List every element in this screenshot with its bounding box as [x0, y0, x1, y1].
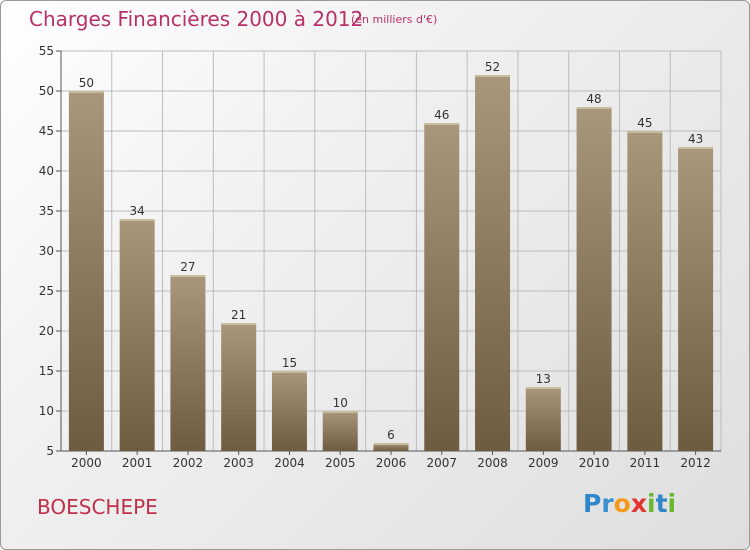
- bar: [170, 275, 206, 451]
- y-tick-label: 15: [39, 364, 54, 378]
- bar-cap: [475, 75, 511, 77]
- y-tick-label: 50: [39, 84, 54, 98]
- bar-cap: [119, 219, 155, 221]
- bar: [68, 91, 104, 451]
- data-label: 52: [485, 60, 500, 74]
- bar: [424, 123, 460, 451]
- x-tick-label: 2006: [376, 456, 407, 470]
- logo-letter: P: [583, 489, 602, 518]
- bar: [627, 131, 663, 451]
- bar: [525, 387, 561, 451]
- data-labels: 50 34 27 21 15 10 6 46 52 13 48 45 43: [79, 60, 704, 442]
- bar-cap: [424, 123, 460, 125]
- x-tick-label: 2002: [173, 456, 204, 470]
- x-tick-label: 2004: [274, 456, 305, 470]
- bars: [68, 75, 714, 451]
- data-label: 21: [231, 308, 246, 322]
- logo-letter: i: [667, 489, 677, 518]
- y-tick-label: 45: [39, 124, 54, 138]
- x-tick-label: 2009: [528, 456, 559, 470]
- chart-title: Charges Financières 2000 à 2012: [29, 7, 364, 31]
- data-label: 15: [282, 356, 297, 370]
- bar-cap: [373, 443, 409, 445]
- bar: [221, 323, 257, 451]
- data-label: 13: [536, 372, 551, 386]
- bar-cap: [170, 275, 206, 277]
- logo-letter: r: [601, 489, 614, 518]
- bar-cap: [627, 131, 663, 133]
- x-tick-label: 2003: [223, 456, 254, 470]
- y-tick-label: 30: [39, 244, 54, 258]
- data-label: 48: [586, 92, 601, 106]
- bar: [373, 443, 409, 451]
- bar: [322, 411, 358, 451]
- proxiti-logo[interactable]: Proxiti: [583, 489, 676, 518]
- data-label: 45: [637, 116, 652, 130]
- bar: [271, 371, 307, 451]
- x-tick-label: 2005: [325, 456, 356, 470]
- x-tick-label: 2007: [426, 456, 457, 470]
- y-tick-label: 10: [39, 404, 54, 418]
- bar: [678, 147, 714, 451]
- bar: [475, 75, 511, 451]
- place-name: BOESCHEPE: [37, 495, 158, 519]
- x-tick-label: 2008: [477, 456, 508, 470]
- x-tick-label: 2011: [630, 456, 661, 470]
- bar: [119, 219, 155, 451]
- gridlines: [60, 50, 722, 452]
- data-label: 6: [387, 428, 395, 442]
- data-label: 34: [130, 204, 145, 218]
- data-label: 46: [434, 108, 449, 122]
- bar-cap: [322, 411, 358, 413]
- chart-subtitle: (en milliers d'€): [351, 13, 438, 26]
- y-tick-label: 25: [39, 284, 54, 298]
- y-tick-label: 5: [46, 444, 54, 458]
- y-tick-label: 20: [39, 324, 54, 338]
- y-tick-label: 40: [39, 164, 54, 178]
- bar-cap: [678, 147, 714, 149]
- bar-cap: [68, 91, 104, 93]
- bar-cap: [271, 371, 307, 373]
- data-label: 50: [79, 76, 94, 90]
- logo-letter: x: [630, 489, 647, 518]
- bar: [576, 107, 612, 451]
- x-tick-label: 2010: [579, 456, 610, 470]
- data-label: 43: [688, 132, 703, 146]
- x-tick-label: 2012: [680, 456, 711, 470]
- logo-letter: i: [647, 489, 656, 518]
- y-tick-label: 35: [39, 204, 54, 218]
- x-tick-label: 2000: [71, 456, 102, 470]
- x-tick-label: 2001: [122, 456, 153, 470]
- bar-cap: [221, 323, 257, 325]
- logo-letter: o: [613, 489, 631, 518]
- data-label: 27: [180, 260, 195, 274]
- bar-cap: [576, 107, 612, 109]
- data-label: 10: [333, 396, 348, 410]
- bar-cap: [525, 387, 561, 389]
- logo-letter: t: [655, 489, 668, 518]
- y-tick-label: 55: [39, 44, 54, 58]
